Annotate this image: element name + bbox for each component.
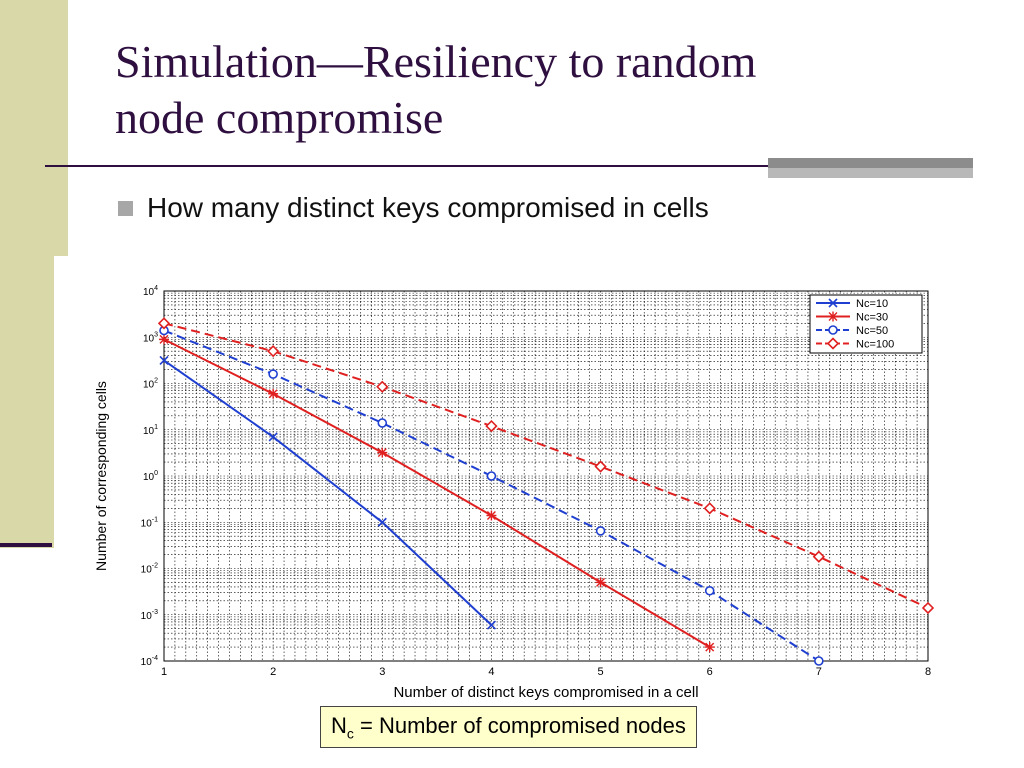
bullet-item: How many distinct keys compromised in ce… [118,192,709,224]
series-3 [159,325,824,666]
data-point [812,550,825,563]
data-point [268,388,279,399]
x-axis-label: Number of distinct keys compromised in a… [393,684,698,701]
slide-title-line1: Simulation—Resiliency to random [115,36,757,87]
series-line [163,338,711,648]
data-point [377,418,388,428]
slide-title: Simulation—Resiliency to random node com… [115,34,995,146]
legend-label: Nc=30 [856,312,888,324]
data-point [594,460,607,473]
title-accent-bar-dark [768,158,973,168]
data-point [704,642,715,653]
legend-item: Nc=30 [816,311,888,324]
data-point [268,369,278,379]
left-accent-line [0,543,52,547]
series-line [163,322,929,609]
title-accent-bar-light [768,168,973,178]
caption-box: Nc = Number of compromised nodes [320,706,697,749]
y-tick-label: 101 [143,424,158,437]
data-point [826,337,840,350]
x-tick-label: 6 [707,666,713,678]
y-axis-label: Number of corresponding cells [93,381,109,571]
data-point [828,325,838,335]
y-tick-label: 104 [143,285,158,298]
data-point [159,334,169,345]
legend-item: Nc=10 [816,298,888,310]
data-point [814,656,824,666]
legend-label: Nc=50 [856,325,888,337]
series-2 [159,334,715,653]
series-line [163,359,493,626]
data-point [157,317,171,330]
x-tick-label: 5 [598,666,604,678]
data-point [376,380,389,393]
y-tick-label: 10-1 [141,516,158,529]
data-point [486,620,496,630]
data-point [703,502,716,515]
x-tick-label: 2 [270,666,276,678]
y-tick-label: 103 [143,331,158,344]
series-4 [157,317,935,615]
chart-panel: 1 2 3 4 5 6 7 8 10-4 10-3 10-2 10-1 100 101 102 103 104 N… [54,256,964,726]
data-point [268,432,278,442]
legend-item: Nc=100 [816,337,894,351]
data-point [486,510,497,521]
legend-item: Nc=50 [816,325,888,337]
data-point [377,517,387,527]
x-tick-label: 4 [488,666,494,678]
data-point [485,419,498,433]
data-point [267,345,280,358]
y-tick-label: 10-3 [141,609,158,622]
data-point [595,577,606,588]
legend-label: Nc=100 [856,339,894,351]
data-point [595,526,606,536]
slide-title-line2: node compromise [115,92,444,143]
data-point [159,355,169,365]
legend-label: Nc=10 [856,298,888,310]
bullet-text: How many distinct keys compromised in ce… [147,192,709,223]
y-tick-label: 100 [143,470,158,483]
caption-text: = Number of compromised nodes [353,713,686,738]
data-point [921,601,935,615]
x-tick-label: 3 [379,666,385,678]
data-point [828,311,838,322]
y-tick-label: 102 [143,378,158,391]
bullet-square-icon [118,200,133,216]
y-tick-label: 10-2 [141,563,158,576]
x-tick-label: 7 [816,666,822,678]
series-1 [159,355,496,630]
data-point [486,471,497,481]
plot-frame [163,290,929,662]
data-point [828,298,838,308]
caption-subscript: c [346,725,354,742]
data-point [704,585,715,596]
x-tick-label: 8 [925,666,931,678]
log-line-chart: 1 2 3 4 5 6 7 8 10-4 10-3 10-2 10-1 100 101 102 103 104 N… [93,285,935,701]
data-point [377,447,388,458]
y-tick-label: 10-4 [141,655,158,668]
caption-symbol: N [331,713,347,738]
x-tick-label: 1 [161,666,167,678]
title-underline [45,165,785,167]
